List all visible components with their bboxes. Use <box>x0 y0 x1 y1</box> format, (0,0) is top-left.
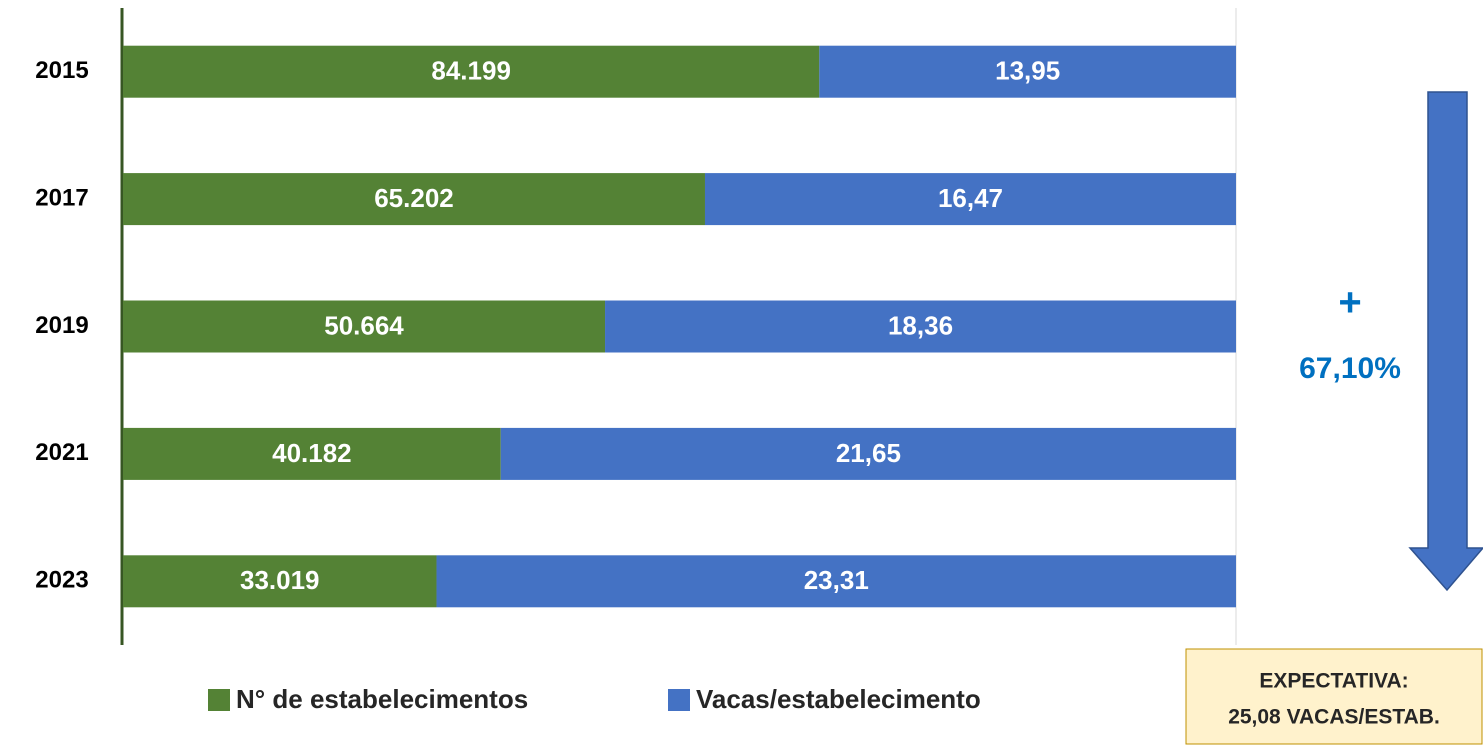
annotation-change: 67,10% <box>1299 352 1401 385</box>
legend-swatch <box>668 689 690 711</box>
y-tick-label: 2019 <box>35 312 88 339</box>
data-label: 13,95 <box>995 56 1060 86</box>
data-label: 33.019 <box>240 565 320 595</box>
box-text: 25,08 VACAS/ESTAB. <box>1228 706 1440 729</box>
data-label: 40.182 <box>272 438 352 468</box>
annotation-plus: + <box>1338 281 1361 325</box>
legend-label: Vacas/estabelecimento <box>696 684 981 714</box>
bar-segment <box>123 300 606 353</box>
y-tick-label: 2017 <box>35 184 88 211</box>
bar-segment <box>605 300 1236 353</box>
bar-segment <box>500 427 1237 480</box>
arrow <box>1408 91 1483 592</box>
legend-swatch <box>208 689 230 711</box>
y-tick-label: 2023 <box>35 567 88 594</box>
expectation-box <box>1185 648 1483 745</box>
y-tick-label: 2021 <box>35 439 88 466</box>
data-label: 21,65 <box>836 438 901 468</box>
legend-label: N° de estabelecimentos <box>236 684 528 714</box>
bar-segment <box>123 45 820 98</box>
box-title: EXPECTATIVA: <box>1259 670 1408 693</box>
bar-segment <box>704 173 1236 226</box>
data-label: 84.199 <box>431 56 511 86</box>
y-tick-label: 2015 <box>35 57 88 84</box>
data-label: 50.664 <box>324 310 404 340</box>
data-label: 18,36 <box>888 310 953 340</box>
bar-segment <box>436 555 1236 608</box>
bar-segment <box>123 427 501 480</box>
bar-segment <box>123 173 705 226</box>
data-label: 23,31 <box>804 565 869 595</box>
data-label: 65.202 <box>374 183 454 213</box>
bar-segment <box>123 555 437 608</box>
data-label: 16,47 <box>938 183 1003 213</box>
bar-segment <box>819 45 1236 98</box>
